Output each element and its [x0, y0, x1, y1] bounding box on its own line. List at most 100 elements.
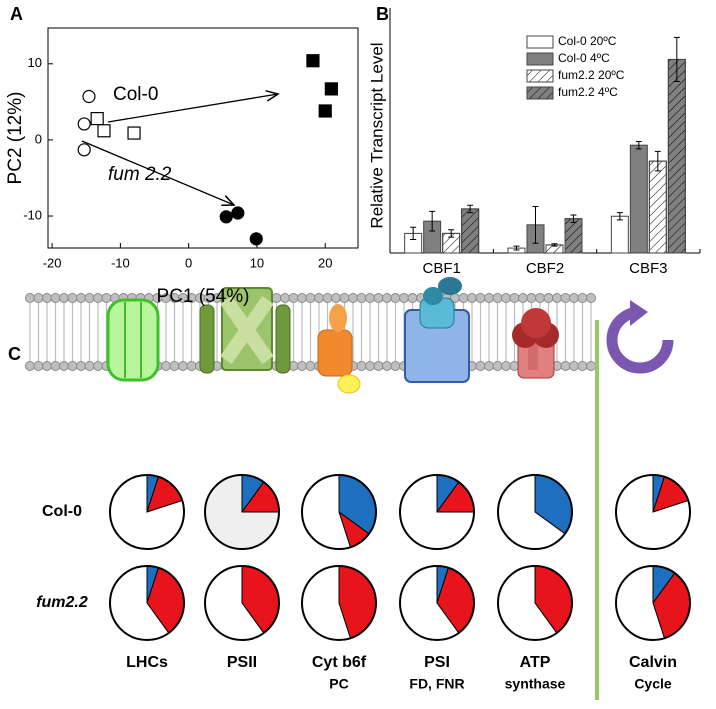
pie-outline	[399, 474, 475, 550]
legend-label: fum2.2 20ºC	[558, 68, 625, 82]
lipid-head	[501, 361, 511, 371]
lipid-head	[467, 293, 477, 303]
lipid-head	[67, 293, 78, 303]
pie-outline	[497, 565, 573, 641]
panel-label: A	[10, 4, 23, 24]
lipid-head	[76, 293, 86, 303]
column-label: LHCs	[126, 654, 168, 671]
pie-outline	[615, 474, 691, 550]
legend-label: Col-0 4ºC	[558, 51, 610, 65]
lipid-head	[475, 293, 486, 303]
x-tick-label: CBF3	[629, 260, 667, 277]
lipid-head	[84, 361, 95, 371]
lipid-head	[484, 361, 494, 371]
lipid-head	[390, 293, 401, 303]
lipid-head	[288, 293, 299, 303]
pie-outline	[204, 474, 280, 550]
lipid-head	[365, 293, 375, 303]
x-tick-label: CBF2	[526, 260, 564, 277]
row-label: fum2.2	[36, 594, 88, 611]
legend-hatch	[526, 69, 554, 83]
point	[77, 143, 91, 157]
lipid-head	[526, 293, 537, 303]
lipid-head	[365, 361, 375, 371]
point	[219, 210, 233, 224]
column-label: Cycle	[634, 676, 672, 692]
y-tick-label: -10	[23, 207, 42, 222]
error-bar	[673, 36, 680, 82]
lipid-head	[101, 293, 112, 303]
lipid-head	[356, 293, 367, 303]
column-label: Calvin	[629, 654, 677, 671]
legend-hatch	[526, 86, 554, 100]
x-tick-label: CBF1	[422, 260, 460, 277]
lipid-head	[271, 293, 282, 303]
lipid-head	[169, 361, 180, 371]
lipid-head	[178, 361, 188, 371]
pie-outline	[204, 565, 280, 641]
lipid-head	[577, 361, 588, 371]
arrow	[81, 140, 234, 205]
y-tick-label: 0	[35, 131, 42, 146]
lipid-head	[458, 293, 469, 303]
lipid-head	[161, 361, 171, 371]
lipid-head	[280, 293, 290, 303]
bar-hatch	[461, 208, 480, 254]
lipid-head	[305, 361, 316, 371]
pie-outline	[497, 474, 573, 550]
column-label: PSI	[424, 654, 450, 671]
error-bar	[467, 204, 474, 214]
lipid-head	[560, 361, 571, 371]
lipid-head	[50, 293, 61, 303]
lipid-head	[322, 293, 333, 303]
legend-label: fum2.2 4ºC	[558, 85, 618, 99]
lipid-head	[42, 293, 52, 303]
lipid-head	[339, 293, 350, 303]
pie-outline	[109, 565, 185, 641]
error-bar	[551, 243, 558, 247]
legend-label: Col-0 20ºC	[558, 34, 617, 48]
point	[90, 111, 104, 126]
y-axis-label: Relative Transcript Level	[367, 42, 386, 228]
lipid-head	[382, 361, 392, 371]
lipid-head	[569, 361, 579, 371]
column-label: PSII	[227, 654, 257, 671]
panel-label: C	[8, 344, 21, 364]
lipid-head	[67, 361, 78, 371]
bar-hatch	[564, 218, 583, 254]
lipid-head	[76, 361, 86, 371]
lipid-head	[484, 293, 494, 303]
error-bar	[616, 212, 623, 221]
pie-outline	[301, 565, 377, 641]
lipid-head	[297, 293, 307, 303]
x-axis-label: PC1 (54%)	[157, 286, 250, 307]
point	[231, 206, 245, 220]
lipid-head	[509, 293, 520, 303]
column-label: PC	[329, 676, 348, 692]
lipid-head	[373, 361, 384, 371]
lipid-head	[543, 293, 554, 303]
annotation: fum 2.2	[108, 164, 172, 185]
lipid-head	[535, 293, 545, 303]
lipid-head	[518, 293, 528, 303]
lipid-head	[356, 361, 367, 371]
lipid-head	[552, 293, 562, 303]
arrow	[107, 94, 278, 123]
lipid-head	[33, 361, 44, 371]
point	[97, 124, 111, 138]
lipid-head	[407, 293, 418, 303]
lipid-head	[42, 361, 52, 371]
lipid-head	[331, 293, 341, 303]
bar	[610, 215, 629, 254]
lipid-head	[84, 293, 95, 303]
point	[324, 82, 338, 96]
lipid-head	[382, 293, 392, 303]
point	[306, 54, 320, 68]
y-axis-label: PC2 (12%)	[5, 92, 26, 185]
legend-swatch	[526, 35, 554, 49]
lipid-head	[314, 293, 324, 303]
error-bar	[448, 229, 455, 238]
error-bar	[410, 226, 417, 241]
lipid-head	[373, 293, 384, 303]
